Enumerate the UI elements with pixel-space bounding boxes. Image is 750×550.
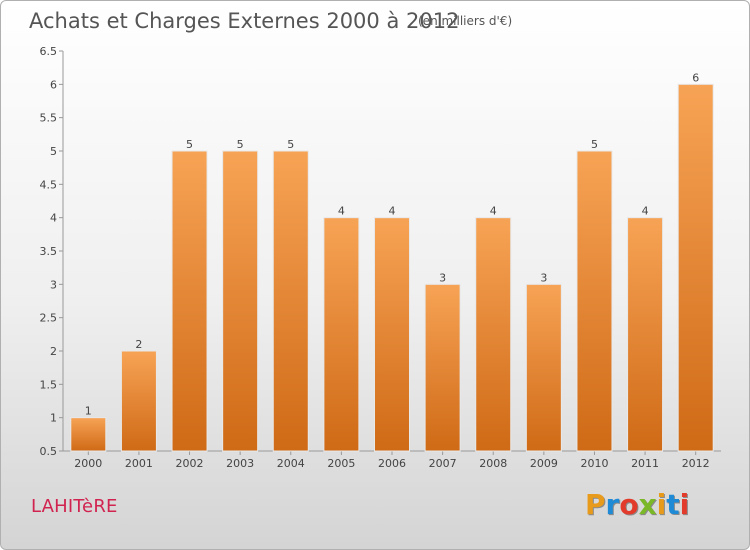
y-tick-label: 5: [50, 145, 57, 158]
bar-2012: [677, 83, 714, 452]
commune-name: LAHITèRE: [31, 496, 118, 517]
x-tick-label: 2002: [176, 457, 204, 470]
bar-2003: [222, 150, 259, 452]
value-label: 4: [642, 205, 649, 218]
logo-letter: t: [666, 488, 680, 521]
value-label: 3: [439, 271, 446, 284]
logo-letter: i: [656, 488, 667, 521]
y-tick-label: 2: [50, 345, 57, 358]
x-tick-label: 2000: [74, 457, 102, 470]
proxiti-logo: Proxiti: [585, 488, 689, 521]
bar-2004: [272, 150, 309, 452]
y-tick-label: 4: [50, 212, 57, 225]
bar-2000: [70, 417, 107, 452]
y-tick-label: 1.5: [40, 378, 58, 391]
x-tick-label: 2012: [682, 457, 710, 470]
value-label: 5: [186, 138, 193, 151]
y-tick-label: 6: [50, 78, 57, 91]
x-tick-label: 2005: [327, 457, 355, 470]
value-label: 2: [135, 338, 142, 351]
y-tick-label: 5.5: [40, 112, 58, 125]
y-tick-label: 2.5: [40, 312, 58, 325]
value-label: 3: [540, 271, 547, 284]
bar-2009: [525, 283, 562, 452]
value-label: 5: [591, 138, 598, 151]
bar-2006: [374, 217, 410, 452]
logo-letter: i: [679, 488, 690, 521]
bar-2011: [627, 217, 664, 452]
logo-letter: x: [638, 488, 657, 521]
chart-title: Achats et Charges Externes 2000 à 2012: [29, 9, 460, 33]
value-label: 1: [85, 405, 92, 418]
x-tick-label: 2001: [125, 457, 153, 470]
x-tick-label: 2011: [631, 457, 659, 470]
value-label: 4: [490, 205, 497, 218]
x-tick-label: 2006: [378, 457, 406, 470]
bar-2002: [171, 150, 208, 452]
y-tick-label: 3: [50, 278, 57, 291]
x-tick-label: 2007: [429, 457, 457, 470]
x-tick-label: 2008: [479, 457, 507, 470]
y-tick-label: 6.5: [40, 45, 58, 58]
chart-subtitle: (en milliers d'€): [418, 14, 513, 28]
value-label: 5: [237, 138, 244, 151]
bar-2007: [424, 283, 461, 452]
logo-letter: o: [619, 488, 639, 521]
y-tick-label: 1: [50, 412, 57, 425]
x-tick-label: 2010: [580, 457, 608, 470]
x-tick-label: 2003: [226, 457, 254, 470]
y-tick-label: 0.5: [40, 445, 58, 458]
value-label: 5: [287, 138, 294, 151]
value-label: 4: [338, 205, 345, 218]
y-tick-label: 4.5: [40, 178, 58, 191]
bar-2001: [120, 350, 157, 452]
bar-2008: [475, 217, 512, 452]
logo-letter: r: [605, 488, 620, 521]
x-tick-label: 2009: [530, 457, 558, 470]
y-tick-label: 3.5: [40, 245, 58, 258]
logo-letter: P: [585, 488, 606, 521]
value-label: 4: [389, 205, 396, 218]
value-label: 6: [692, 71, 699, 84]
x-tick-label: 2004: [277, 457, 305, 470]
labels: 0.5 1 1.5 2 2.5 3 3.5 4 4.5 5 5.5 6 6.5 1 2000 2 2001 5 20…: [40, 45, 710, 470]
bar-2010: [576, 150, 613, 452]
bars: [70, 83, 714, 452]
bar-2005: [323, 217, 360, 452]
